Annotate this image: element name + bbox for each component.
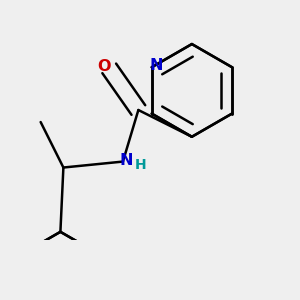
Text: N: N	[149, 58, 163, 73]
Text: H: H	[134, 158, 146, 172]
Text: O: O	[97, 59, 111, 74]
Text: N: N	[119, 153, 133, 168]
